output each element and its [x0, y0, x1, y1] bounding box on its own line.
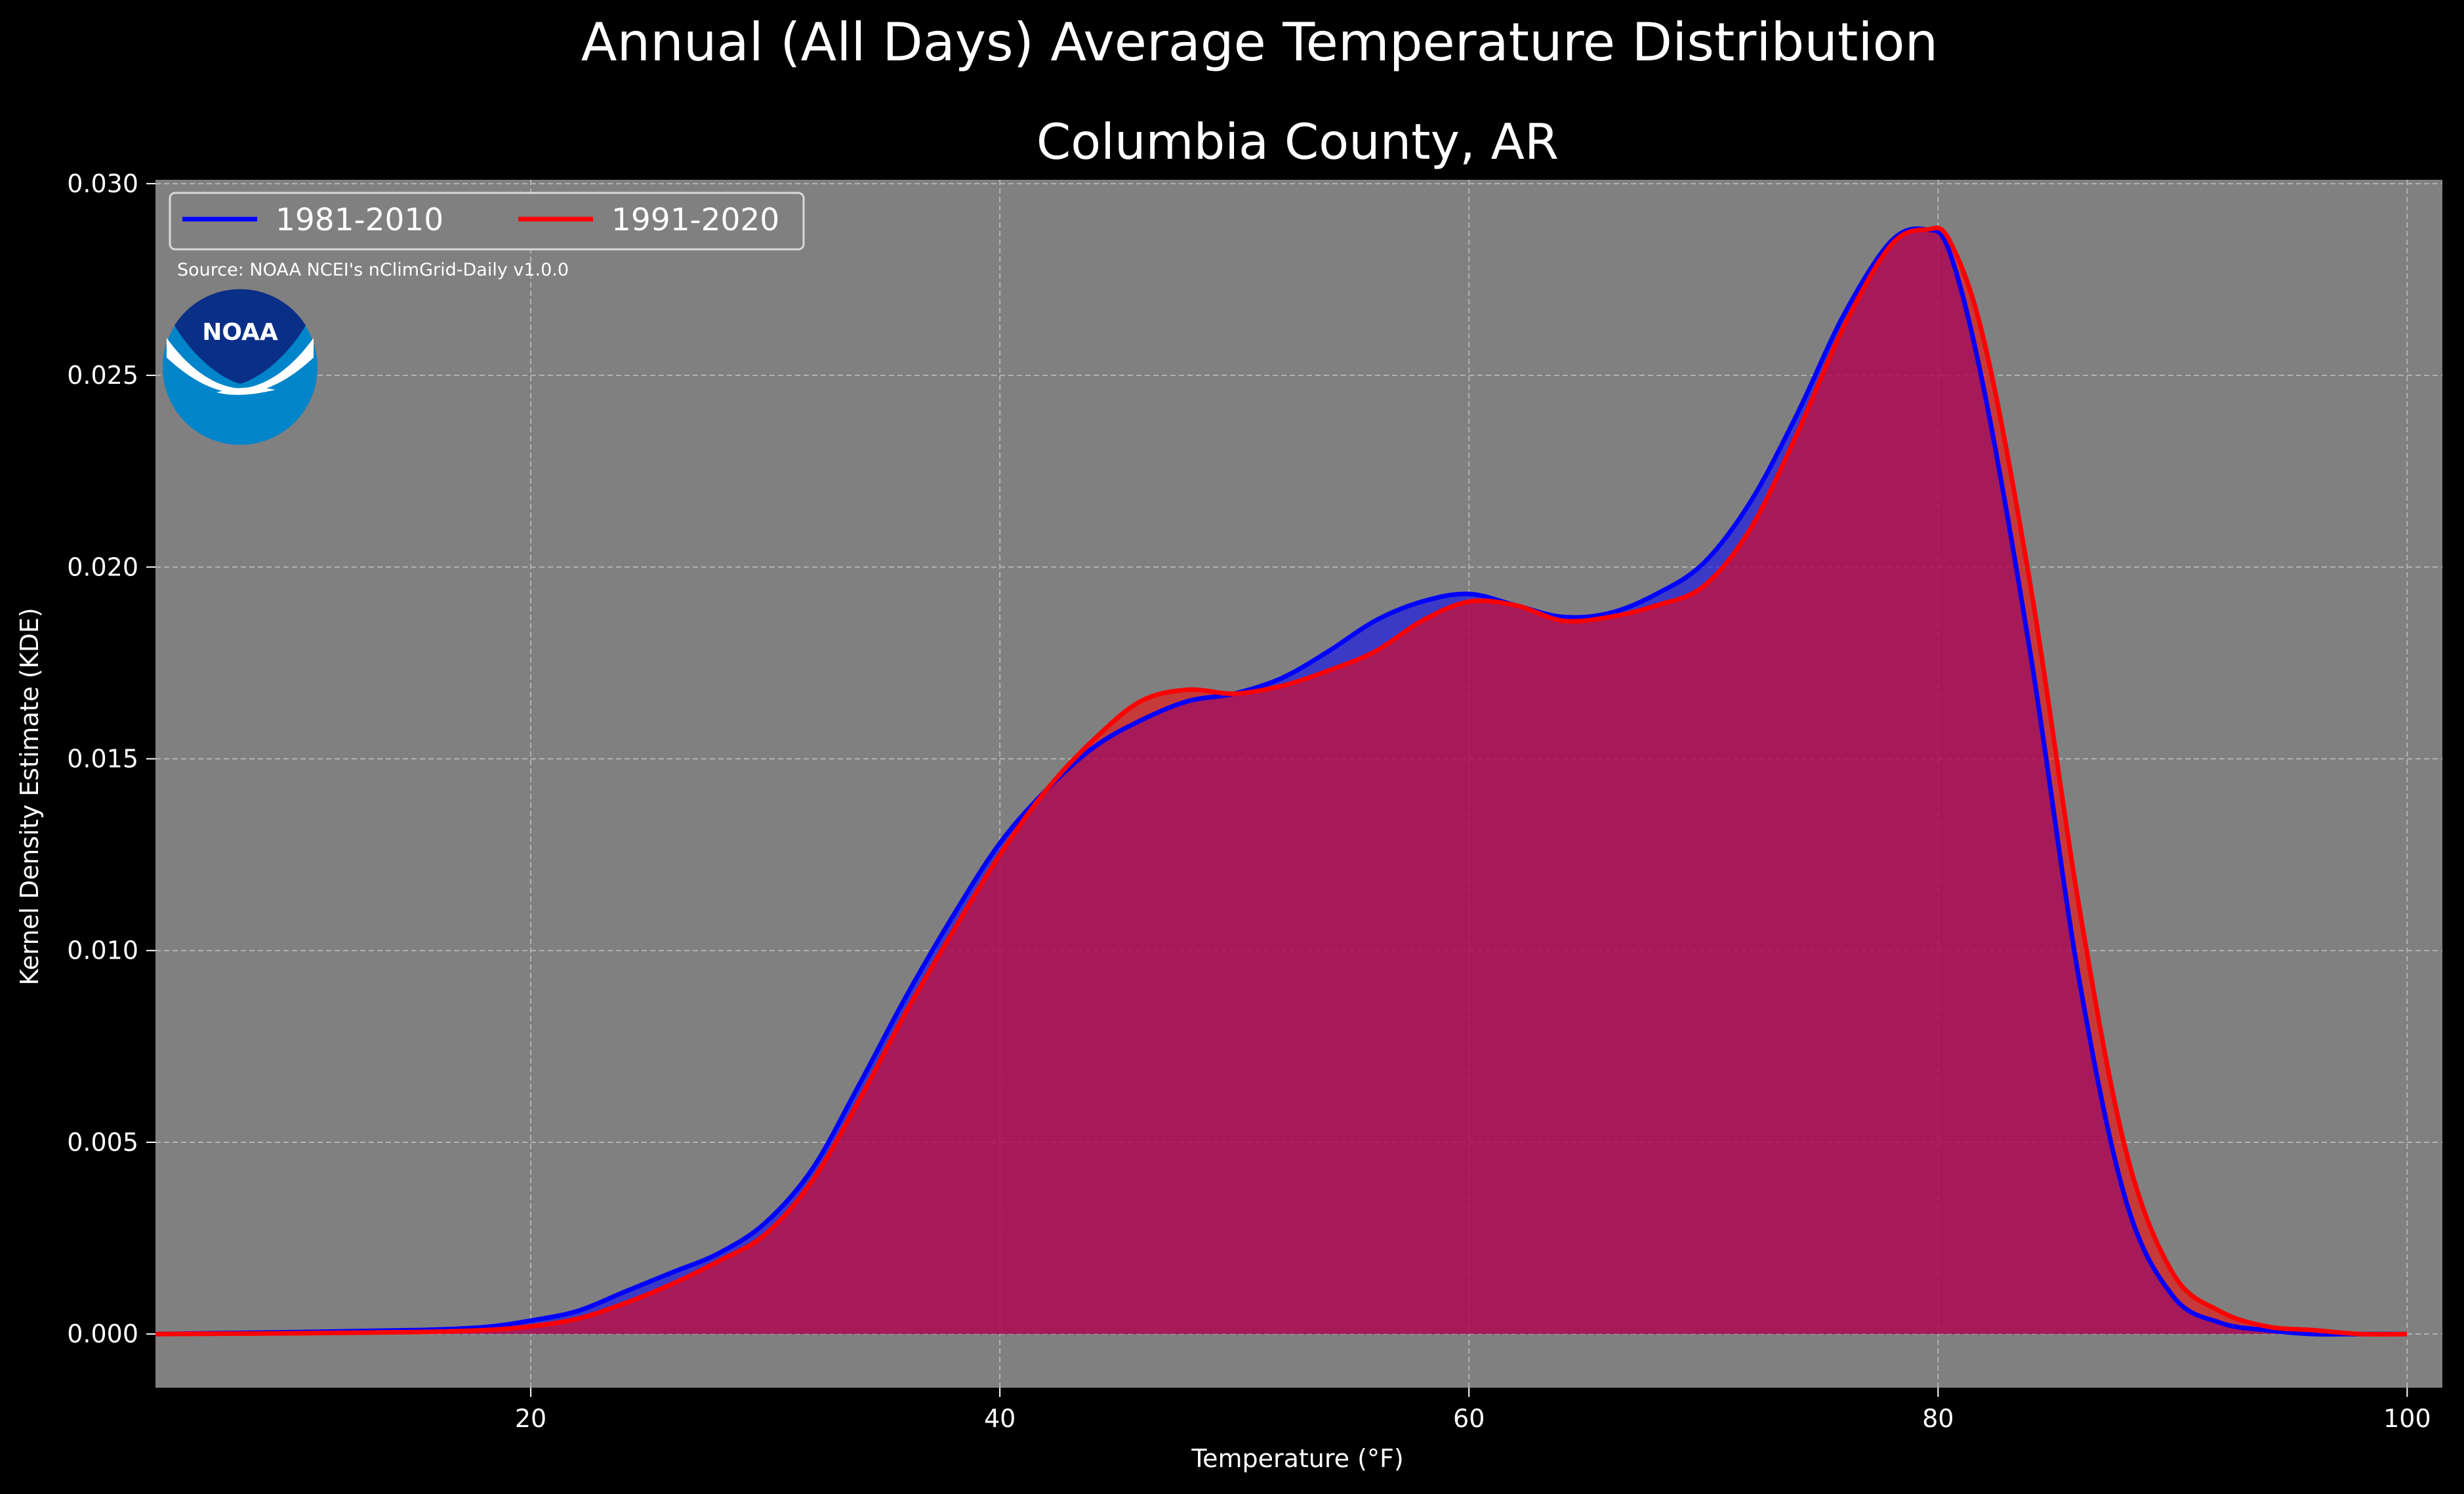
- chart-suptitle: Annual (All Days) Average Temperature Di…: [581, 12, 1938, 73]
- x-tick-label: 20: [515, 1404, 546, 1433]
- plot-area: [155, 180, 2442, 1388]
- noaa-logo-wave: [167, 338, 314, 394]
- noaa-logo: NOAA: [163, 289, 318, 445]
- chart-title: Columbia County, AR: [1037, 113, 1559, 171]
- legend-label-1991-2020: 1991-2020: [611, 202, 779, 238]
- area-1991-2020: [155, 228, 2408, 1335]
- noaa-logo-top: [175, 289, 306, 384]
- y-tick-label: 0.005: [67, 1128, 138, 1157]
- y-tick-label: 0.010: [67, 936, 138, 965]
- y-tick-label: 0.030: [67, 169, 138, 198]
- legend: 1981-2010 1991-2020: [169, 192, 805, 251]
- x-tick-label: 100: [2383, 1404, 2431, 1433]
- y-tick-label: 0.020: [67, 552, 138, 581]
- line-1981-2010: [155, 226, 2408, 1337]
- series-lines: [155, 225, 2408, 1337]
- noaa-logo-gull: [216, 387, 276, 395]
- x-axis-label: Temperature (°F): [1191, 1444, 1403, 1473]
- y-tick-label: 0.015: [67, 745, 138, 774]
- x-tick-label: 40: [984, 1404, 1016, 1433]
- x-tick-label: 60: [1453, 1404, 1485, 1433]
- legend-box: [169, 192, 805, 251]
- y-axis-label: Kernel Density Estimate (KDE): [15, 608, 44, 986]
- line-1991-2020: [155, 225, 2408, 1337]
- noaa-logo-text: NOAA: [202, 319, 278, 346]
- series-fills: [155, 228, 2408, 1335]
- y-tick-label: 0.000: [67, 1319, 138, 1348]
- y-tick-label: 0.025: [67, 361, 138, 390]
- x-tick-label: 80: [1922, 1404, 1954, 1433]
- legend-label-1981-2010: 1981-2010: [276, 202, 443, 238]
- source-annotation: Source: NOAA NCEI's nClimGrid-Daily v1.0…: [177, 260, 569, 280]
- axis-ticks: 20 40 60 80 100 0.000 0.005 0.010 0.015 0.020 0.02…: [67, 169, 2431, 1433]
